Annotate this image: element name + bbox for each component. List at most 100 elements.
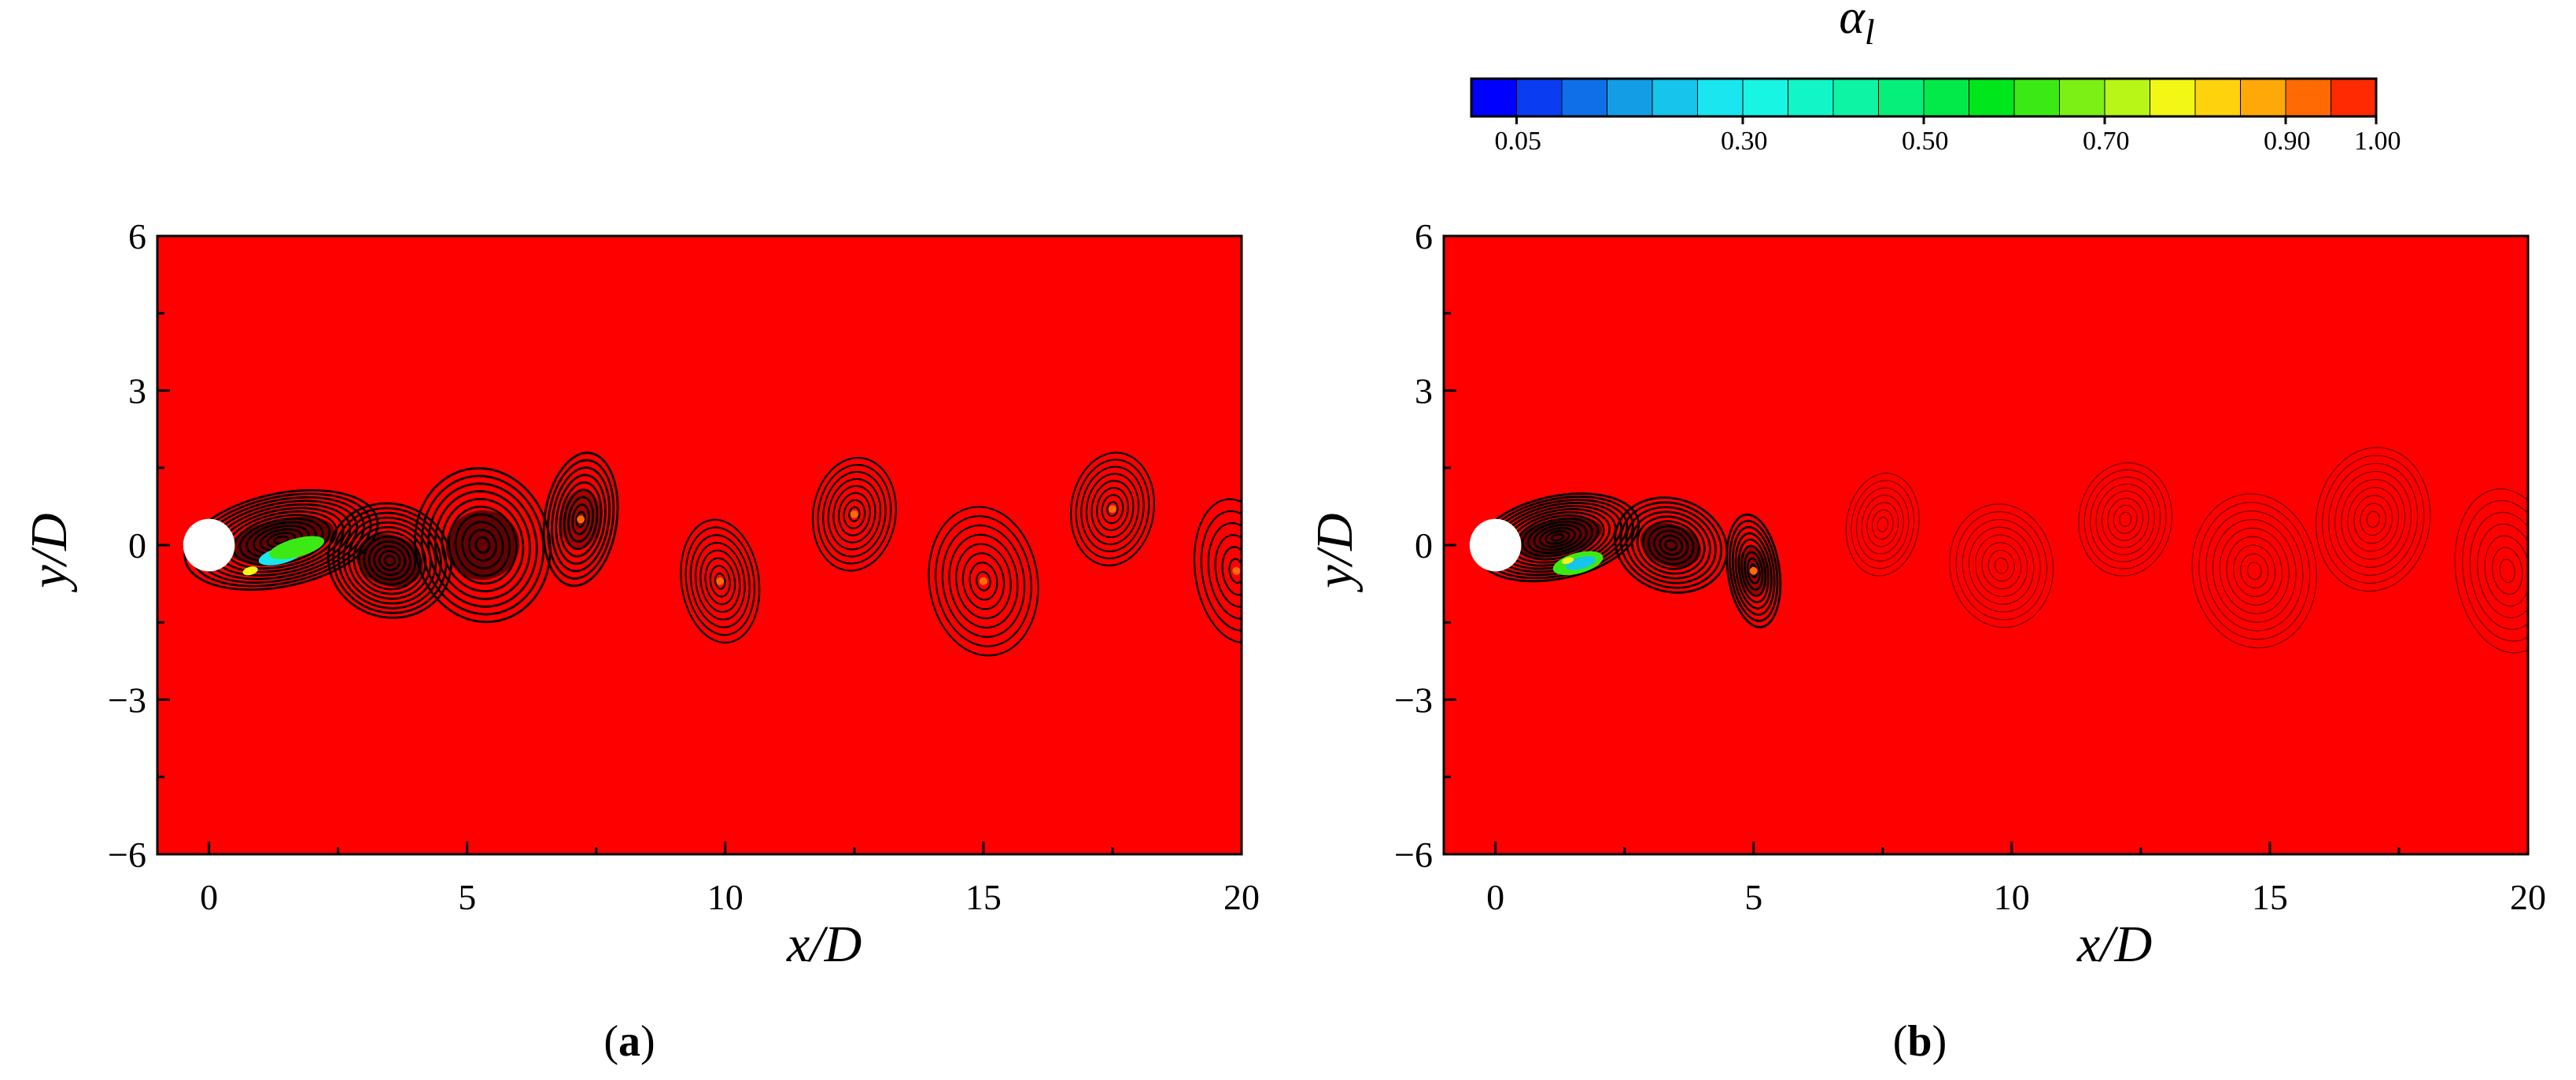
vortex-contour-ring: [2198, 502, 2311, 640]
vortex-contour-ring: [1625, 506, 1717, 584]
colorbar-tick-label: 0.30: [1721, 127, 1768, 156]
x-tick-label: 15: [965, 877, 1002, 917]
panel-b-axes: 0 5 10 15 20 6 3 0 −3 −6: [1394, 216, 2546, 917]
vortex-contour-ring: [1746, 557, 1761, 585]
colorbar-band: [1878, 78, 1925, 117]
vortex-contour-ring: [2322, 455, 2425, 584]
vortex-contour-ring: [2477, 523, 2528, 618]
vortex-contour-ring: [1091, 480, 1135, 539]
vortex-contour-ring: [1737, 538, 1770, 603]
x-tick-label: 10: [707, 877, 744, 917]
panel-a-ylabel-tail: D: [20, 513, 78, 551]
colorbar-tick-label: 0.50: [1902, 127, 1949, 156]
panel-b-xlabel: x/D: [2076, 916, 2152, 973]
vortex-contour-ring: [2341, 478, 2406, 560]
panel-a-axes: 0 5 10 15 20 6 3 0 −3 −6: [108, 216, 1260, 917]
colorbar-title-sub: l: [1865, 12, 1875, 52]
vortex-contour-ring: [1975, 534, 2028, 597]
colorbar-band: [2331, 78, 2377, 117]
vortex-contour-ring: [709, 565, 731, 598]
vortex-contour-ring: [2454, 488, 2528, 654]
colorbar-band: [1471, 78, 1518, 117]
colorbar-band: [1697, 78, 1744, 117]
vortex-contour-ring: [822, 470, 887, 558]
y-tick-label: 0: [1415, 525, 1433, 566]
colorbar-tick-label: 1.00: [2354, 127, 2401, 156]
vortex-contour-ring: [1861, 494, 1904, 555]
y-tick-label: 6: [128, 216, 146, 256]
colorbar-tick-label: 0.90: [2264, 127, 2311, 156]
vortex-contour-ring: [843, 499, 866, 529]
panel-b-cavity-patches: [1552, 551, 1604, 576]
wake-dense-core: [445, 510, 520, 581]
colorbar-band: [2240, 78, 2286, 117]
vortex-contour-ring: [1221, 546, 1242, 596]
vortex-contour-ring: [2462, 499, 2528, 642]
vortex-contour-ring: [1085, 473, 1140, 546]
vortex-contour-ring: [680, 518, 761, 644]
vortex-contour-ring: [685, 526, 756, 636]
vortex-contour-ring: [2233, 544, 2276, 597]
panel-b-cylinder: [1469, 518, 1522, 572]
vortex-contour-ring: [969, 562, 998, 601]
x-tick-label: 5: [1744, 877, 1762, 917]
vortex-contour-ring: [948, 533, 1019, 629]
vortex-contour-ring: [2205, 510, 2304, 632]
panel-b-caption-letter: b: [1907, 1017, 1932, 1066]
vortex-contour-ring: [1207, 522, 1242, 620]
vortex-contour-ring: [2240, 553, 2269, 589]
vortex-contour-ring: [427, 482, 538, 608]
vortex-contour-ring: [441, 497, 525, 593]
vortex-contour-ring: [1856, 487, 1910, 562]
vortex-contour-ring: [559, 481, 603, 558]
panel-a-xlabel-main: x/: [786, 916, 829, 973]
vortex-contour-ring: [2334, 470, 2412, 568]
vortex-contour-ring: [1994, 557, 2009, 574]
vortex-contour-ring: [2484, 535, 2528, 606]
vortex-core-dot: [1108, 505, 1116, 514]
vortex-contour-ring: [2219, 527, 2290, 614]
x-tick-label: 0: [1486, 877, 1504, 917]
vortex-contour-ring: [2469, 511, 2528, 630]
x-tick-label: 5: [458, 877, 476, 917]
vortex-contour-ring: [699, 549, 741, 614]
colorbar-band: [1607, 78, 1653, 117]
colorbar-band: [1652, 78, 1699, 117]
vortex-contour-ring: [2492, 547, 2523, 595]
cavity-patch: [1565, 556, 1596, 570]
vortex-contour-ring: [1968, 526, 2035, 605]
vortex-contour-ring: [2246, 562, 2262, 581]
vortex-contour-ring: [848, 506, 861, 522]
wake-dense-core: [356, 534, 423, 588]
vortex-contour-ring: [689, 534, 751, 628]
vortex-core-dot: [850, 510, 858, 518]
vortex-contour-ring: [1845, 473, 1920, 577]
vortex-contour-ring: [1228, 558, 1242, 584]
y-tick-label: 3: [1415, 371, 1433, 411]
vortex-contour-ring: [817, 463, 892, 565]
vortex-contour-ring: [1743, 551, 1764, 591]
colorbar-band: [1516, 78, 1563, 117]
vortex-contour-ring: [1871, 509, 1894, 540]
y-tick-label: −3: [108, 680, 146, 721]
vortex-core-dot: [1749, 566, 1758, 575]
vortex-contour-ring: [2113, 504, 2138, 534]
colorbar-band: [2059, 78, 2105, 117]
vortex-contour-ring: [546, 459, 615, 580]
panel-b-xlabel-main: x/: [2076, 916, 2119, 973]
y-tick-label: −6: [1394, 835, 1433, 875]
y-tick-label: 6: [1415, 216, 1433, 256]
vortex-contour-ring: [342, 516, 437, 605]
vortex-contour-ring: [1729, 519, 1779, 622]
vortex-contour-ring: [567, 496, 595, 543]
vortex-contour-ring: [2191, 493, 2317, 649]
vortex-contour-ring: [1866, 502, 1899, 547]
colorbar-band: [1788, 78, 1834, 117]
colorbar-band: [2013, 78, 2061, 117]
colorbar-title: αl: [1839, 0, 1874, 52]
vortex-contour-ring: [832, 485, 877, 544]
vortex-contour-ring: [2347, 487, 2400, 552]
vortex-contour-ring: [575, 511, 586, 529]
vortex-contour-ring: [1200, 510, 1242, 632]
vortex-contour-ring: [2315, 447, 2431, 592]
